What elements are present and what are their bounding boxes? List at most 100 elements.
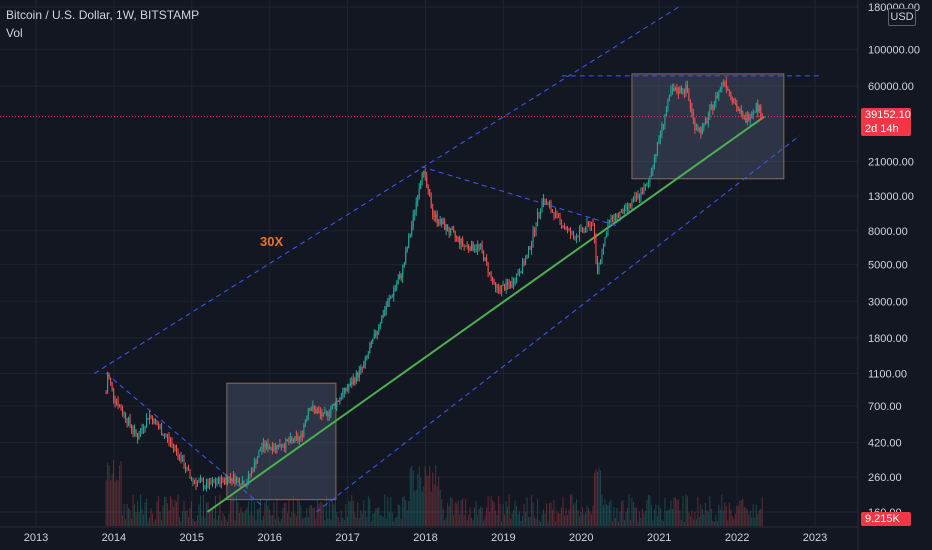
volume-bar xyxy=(307,517,309,526)
candle-body xyxy=(210,481,212,485)
candle-body xyxy=(408,236,410,248)
volume-bar xyxy=(285,503,287,526)
volume-bar xyxy=(423,486,425,526)
candle-body xyxy=(123,413,125,415)
candle-body xyxy=(526,254,528,259)
candle-body xyxy=(571,232,573,235)
candle-body xyxy=(182,458,184,462)
volume-bar xyxy=(355,517,357,526)
price-tick-label: 3000.00 xyxy=(868,296,908,308)
candle-body xyxy=(731,97,733,102)
volume-indicator-label[interactable]: Vol xyxy=(6,26,23,40)
volume-bar xyxy=(430,491,432,526)
volume-bar xyxy=(201,516,203,526)
candle-body xyxy=(683,91,685,93)
candle-body xyxy=(598,262,600,271)
candle-body xyxy=(147,417,149,420)
candle-body xyxy=(306,416,308,421)
candle-body xyxy=(507,282,509,285)
volume-bar xyxy=(682,495,684,526)
volume-bar xyxy=(393,521,395,526)
symbol-title[interactable]: Bitcoin / U.S. Dollar, 1W, BITSTAMP xyxy=(6,8,200,22)
candle-body xyxy=(469,248,471,251)
volume-bar xyxy=(745,508,747,526)
volume-bar xyxy=(486,507,488,526)
volume-bar xyxy=(202,494,204,526)
volume-bar xyxy=(565,508,567,526)
candle-body xyxy=(635,196,637,199)
volume-bar xyxy=(543,509,545,526)
candle-body xyxy=(454,231,456,237)
candle-body xyxy=(484,257,486,261)
candle-body xyxy=(628,204,630,209)
candle-body xyxy=(460,239,462,245)
volume-bar xyxy=(448,506,450,526)
volume-bar xyxy=(342,517,344,526)
volume-bar xyxy=(617,521,619,526)
candle-body xyxy=(126,420,128,424)
volume-bar xyxy=(421,491,423,526)
volume-bar xyxy=(399,504,401,526)
volume-bar xyxy=(465,498,467,526)
candle-body xyxy=(390,296,392,299)
volume-bar xyxy=(279,521,281,526)
volume-bar xyxy=(626,507,628,526)
candle-body xyxy=(535,226,537,233)
volume-bar xyxy=(685,494,687,526)
volume-bar xyxy=(638,511,640,526)
volume-bar xyxy=(737,505,739,526)
candle-body xyxy=(722,82,724,84)
volume-bar xyxy=(161,520,163,526)
candle-body xyxy=(504,284,506,291)
candle-body xyxy=(730,91,732,98)
candle-body xyxy=(457,237,459,239)
volume-bar xyxy=(722,510,724,526)
volume-bar xyxy=(701,509,703,526)
volume-bar xyxy=(229,497,231,526)
candle-body xyxy=(715,95,717,104)
volume-bar xyxy=(502,504,504,526)
volume-bar xyxy=(214,496,216,526)
volume-bar xyxy=(631,497,633,526)
currency-selector[interactable]: USD xyxy=(888,8,916,26)
candle-body xyxy=(159,427,161,429)
volume-bar xyxy=(725,505,727,526)
candle-body xyxy=(343,387,345,393)
volume-bar xyxy=(411,465,413,526)
candle-body xyxy=(472,242,474,250)
candle-body xyxy=(262,442,264,447)
candle-body xyxy=(384,310,386,316)
volume-bar xyxy=(128,508,130,526)
time-tick-label: 2015 xyxy=(180,532,204,544)
volume-bar xyxy=(709,496,711,526)
volume-bar xyxy=(171,498,173,526)
candle-body xyxy=(436,214,438,223)
rectangle-drawings xyxy=(226,73,785,501)
candle-body xyxy=(531,242,533,250)
candle-body xyxy=(638,194,640,198)
volume-bar xyxy=(303,517,305,526)
volume-bar xyxy=(579,516,581,526)
volume-bar xyxy=(346,516,348,526)
candle-body xyxy=(213,481,215,483)
volume-bar xyxy=(724,502,726,526)
candle-body xyxy=(381,315,383,324)
volume-bar xyxy=(628,494,630,526)
volume-bar xyxy=(219,494,221,526)
candle-body xyxy=(303,425,305,436)
candle-body xyxy=(616,214,618,221)
volume-bar xyxy=(176,501,178,526)
volume-bar xyxy=(658,505,660,526)
candle-body xyxy=(345,387,347,391)
candle-body xyxy=(640,191,642,198)
volume-bar xyxy=(706,510,708,526)
candle-body xyxy=(748,114,750,120)
volume-bar xyxy=(252,515,254,526)
candle-body xyxy=(746,114,748,123)
volume-bar xyxy=(185,510,187,526)
candle-body xyxy=(211,481,213,485)
candle-body xyxy=(625,205,627,207)
candle-body xyxy=(468,245,470,249)
candle-body xyxy=(324,412,326,414)
